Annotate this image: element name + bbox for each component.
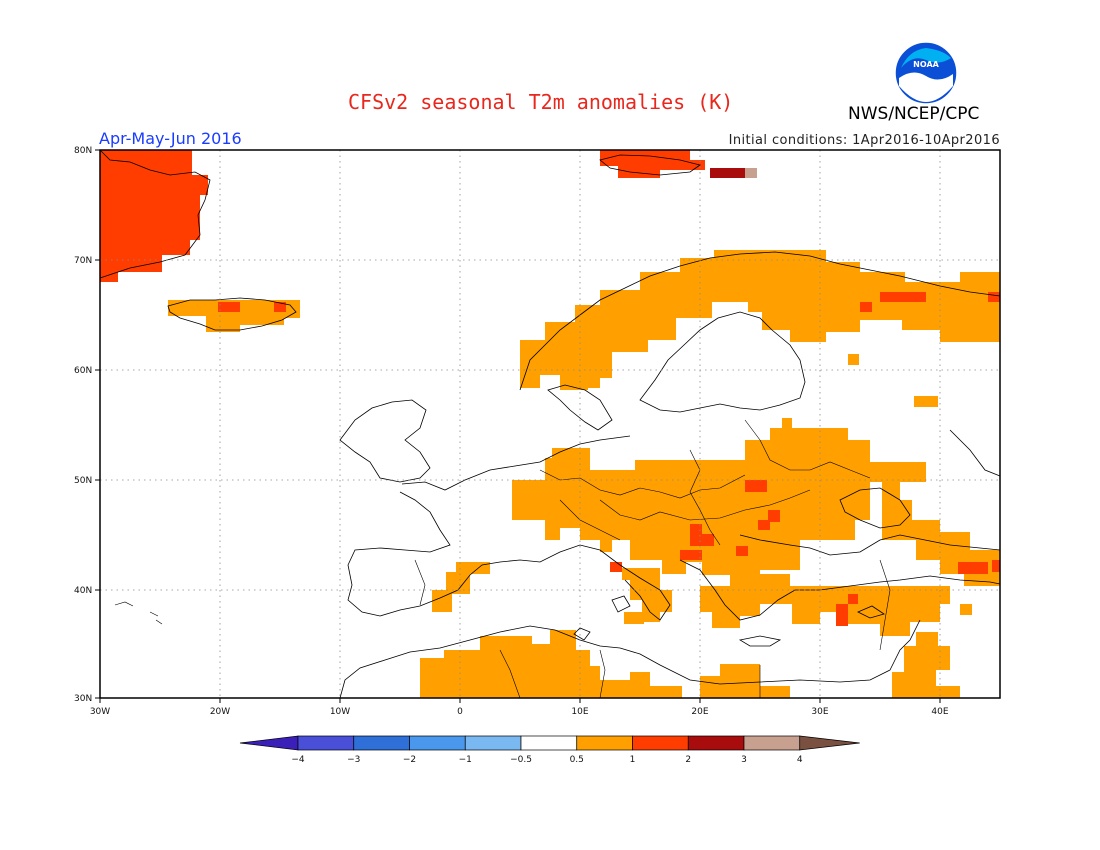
colorbar-segment: [576, 735, 633, 751]
anomaly-dot-4: [960, 604, 972, 615]
anomaly-romania-hot: [768, 510, 780, 522]
colorbar-tick-label: 3: [741, 755, 747, 765]
anomaly-turkey-hot: [836, 604, 848, 626]
colorbar-segment: [353, 735, 410, 751]
anomaly-iberia: [432, 562, 490, 612]
agency-label: NWS/NCEP/CPC: [848, 104, 980, 124]
anomaly-balkan-hot3: [680, 550, 702, 560]
anomaly-gap-baltic: [636, 428, 745, 460]
lon-label: 0: [457, 707, 463, 717]
lon-label: 20E: [691, 707, 708, 717]
map-frame: [99, 149, 1001, 699]
anomaly-balkan-hot: [690, 524, 702, 546]
colorbar-tick-label: 4: [797, 755, 803, 765]
anomaly-kola-hot: [880, 292, 926, 302]
lon-label: 10E: [571, 707, 588, 717]
anomaly-iceland: [168, 300, 300, 332]
colorbar-tick-label: −3: [347, 755, 360, 765]
anomaly-svalbard-3: [745, 168, 757, 178]
logo-text: NOAA: [913, 60, 939, 69]
anomaly-iceland-hot: [218, 302, 240, 312]
anomaly-dot-1: [848, 354, 859, 365]
anomaly-scandinavia: [520, 250, 1000, 390]
lon-label: 10W: [330, 707, 350, 717]
colorbar-tick-label: 0.5: [570, 755, 584, 765]
anomaly-iceland-hot2: [274, 302, 286, 312]
colorbar: −4 −3 −2 −1 −0.5 0.5 1 2 3 4: [239, 735, 860, 765]
anomaly-ukraine-hot: [745, 480, 767, 492]
land-outlines: [99, 149, 1001, 699]
lat-label: 70N: [74, 256, 92, 266]
lon-label: 40E: [931, 707, 948, 717]
lat-label: 40N: [74, 586, 92, 596]
anomaly-ne-hot2: [860, 302, 872, 312]
lat-label: 50N: [74, 476, 92, 486]
anomaly-fennoscandia-gap: [672, 318, 826, 412]
season-label: Apr-May-Jun 2016: [99, 129, 242, 148]
colorbar-segment: [297, 735, 355, 751]
latitude-labels: 80N 70N 60N 50N 40N 30N: [74, 146, 92, 704]
lon-label: 30E: [811, 707, 828, 717]
anomaly-svalbard-2: [710, 168, 745, 178]
anomaly-romania-hot2: [758, 520, 770, 530]
anomaly-central-europe: [512, 418, 926, 586]
colorbar-arrow-right: [799, 735, 860, 751]
anomaly-greece-turkey: [700, 574, 950, 636]
colorbar-tick-label: 1: [630, 755, 636, 765]
graticule: [100, 150, 1000, 698]
colorbar-tick-label: 2: [685, 755, 691, 765]
colorbar-segment: [632, 735, 689, 751]
anomaly-egypt: [700, 664, 790, 698]
colorbar-arrow-left: [239, 735, 299, 751]
lon-label: 30W: [90, 707, 110, 717]
anomaly-svalbard: [600, 150, 705, 178]
initial-conditions-label: Initial conditions: 1Apr2016-10Apr2016: [728, 133, 1000, 148]
colorbar-segment: [409, 735, 466, 751]
anomaly-turkey-hot2: [848, 594, 858, 604]
anomaly-ne-hot: [988, 292, 1000, 302]
lat-label: 80N: [74, 146, 92, 156]
noaa-logo-icon: NOAA: [894, 41, 958, 105]
colorbar-segment: [687, 735, 745, 751]
colorbar-tick-label: −1: [459, 755, 472, 765]
anomaly-sicily: [624, 612, 644, 624]
chart-title-text: CFSv2 seasonal T2m anomalies (K): [348, 90, 734, 114]
anomaly-levant: [892, 632, 960, 698]
colorbar-tick-label: −4: [291, 755, 305, 765]
colorbar-segment: [520, 735, 578, 751]
longitude-labels: 30W 20W 10W 0 10E 20E 30E 40E: [90, 707, 949, 717]
lat-label: 30N: [74, 694, 92, 704]
anomaly-italy-hot: [610, 562, 622, 572]
anomaly-caucasus: [882, 482, 1000, 586]
anomaly-dot-3: [576, 366, 600, 388]
anomaly-bulgaria-hot: [736, 546, 748, 556]
anomaly-caucasus-hot2: [992, 560, 1000, 572]
anomaly-north-africa: [420, 630, 682, 698]
colorbar-segment: [743, 735, 801, 751]
lat-label: 60N: [74, 366, 92, 376]
anomaly-greenland: [100, 150, 208, 282]
anomaly-balkan-hot2: [702, 534, 714, 546]
anomaly-caucasus-hot: [958, 562, 988, 574]
colorbar-tick-label: −0.5: [510, 755, 532, 765]
anomaly-italy: [622, 568, 672, 622]
anomaly-layer: [100, 150, 1000, 698]
colorbar-tick-label: −2: [403, 755, 416, 765]
lon-label: 20W: [210, 707, 230, 717]
colorbar-segment: [464, 735, 522, 751]
anomaly-dot-2: [914, 396, 938, 407]
axis-ticks: [95, 149, 941, 703]
